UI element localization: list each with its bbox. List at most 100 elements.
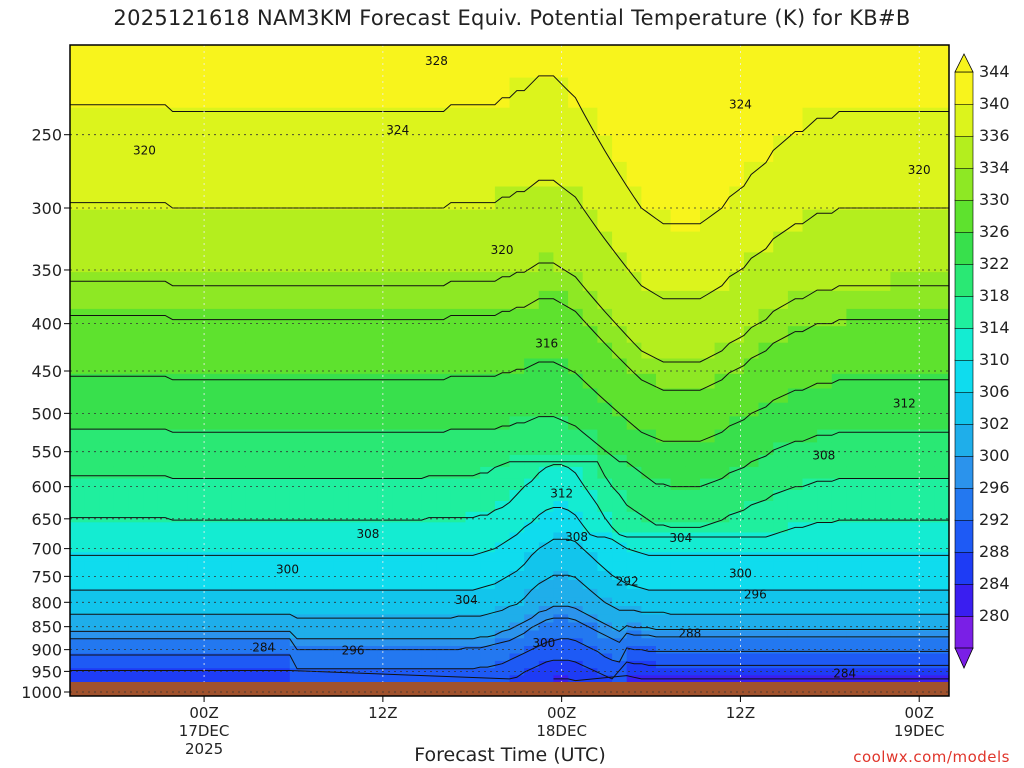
field-cell bbox=[582, 552, 598, 563]
field-cell bbox=[743, 186, 760, 211]
field-cell bbox=[348, 388, 364, 404]
field-cell bbox=[685, 501, 701, 513]
field-cell bbox=[787, 532, 804, 544]
field-cell bbox=[861, 272, 877, 292]
field-cell bbox=[304, 209, 320, 233]
field-cell bbox=[70, 606, 86, 615]
field-cell bbox=[700, 442, 716, 456]
field-cell bbox=[626, 373, 642, 390]
field-cell bbox=[802, 597, 818, 607]
field-cell bbox=[421, 588, 437, 599]
field-cell bbox=[450, 622, 467, 632]
field-cell bbox=[231, 588, 247, 599]
field-cell bbox=[128, 580, 144, 590]
field-cell bbox=[363, 630, 379, 639]
y-tick-label: 300 bbox=[31, 199, 62, 218]
field-cell bbox=[450, 542, 467, 553]
field-cell bbox=[582, 542, 598, 553]
field-cell bbox=[245, 588, 262, 599]
field-cell bbox=[421, 522, 437, 534]
field-cell bbox=[509, 668, 525, 676]
field-cell bbox=[729, 646, 745, 655]
field-cell bbox=[626, 638, 642, 647]
field-cell bbox=[670, 442, 686, 456]
field-cell bbox=[421, 209, 437, 233]
field-cell bbox=[187, 454, 203, 468]
field-cell bbox=[524, 135, 540, 163]
field-cell bbox=[685, 490, 701, 502]
field-cell bbox=[216, 326, 232, 344]
field-cell bbox=[128, 135, 144, 163]
field-cell bbox=[143, 358, 159, 375]
field-cell bbox=[700, 511, 716, 523]
field-cell bbox=[685, 209, 701, 233]
field-cell bbox=[421, 342, 437, 360]
field-cell bbox=[333, 45, 349, 79]
field-cell bbox=[275, 416, 291, 431]
field-cell bbox=[817, 342, 833, 360]
field-cell bbox=[436, 326, 452, 344]
field-cell bbox=[157, 478, 174, 491]
field-cell bbox=[802, 209, 818, 233]
field-cell bbox=[260, 606, 276, 615]
field-cell bbox=[802, 606, 818, 615]
field-cell bbox=[568, 490, 584, 502]
field-cell bbox=[172, 161, 188, 188]
field-cell bbox=[714, 653, 730, 662]
field-cell bbox=[656, 580, 672, 590]
field-cell bbox=[538, 614, 555, 624]
field-cell bbox=[392, 660, 408, 669]
field-cell bbox=[319, 622, 335, 632]
contour-line-288 bbox=[553, 675, 949, 682]
field-cell bbox=[231, 542, 247, 553]
field-cell bbox=[714, 442, 730, 456]
field-cell bbox=[787, 442, 804, 456]
field-cell bbox=[319, 552, 335, 563]
field-cell bbox=[289, 45, 305, 79]
field-cell bbox=[700, 490, 716, 502]
field-cell bbox=[846, 552, 862, 563]
field-cell bbox=[113, 358, 130, 375]
field-cell bbox=[450, 501, 467, 513]
field-cell bbox=[84, 622, 100, 632]
field-cell bbox=[568, 326, 584, 344]
field-cell bbox=[143, 454, 159, 468]
field-cell bbox=[846, 388, 862, 404]
field-cell bbox=[436, 77, 452, 109]
field-cell bbox=[245, 402, 262, 417]
field-cell bbox=[201, 358, 218, 375]
field-cell bbox=[113, 107, 130, 137]
field-cell bbox=[319, 454, 335, 468]
field-cell bbox=[831, 308, 847, 327]
field-cell bbox=[890, 588, 906, 599]
field-cell bbox=[260, 454, 276, 468]
field-cell bbox=[421, 373, 437, 390]
field-cell bbox=[817, 209, 833, 233]
field-cell bbox=[582, 561, 598, 572]
field-cell bbox=[524, 552, 540, 563]
field-cell bbox=[729, 429, 745, 443]
field-cell bbox=[875, 501, 891, 513]
field-cell bbox=[773, 135, 789, 163]
field-cell bbox=[817, 252, 833, 273]
field-cell bbox=[905, 638, 921, 647]
field-cell bbox=[641, 416, 657, 431]
credit-text[interactable]: coolwx.com/models bbox=[853, 748, 1010, 766]
field-cell bbox=[670, 77, 686, 109]
field-cell bbox=[656, 522, 672, 534]
field-cell bbox=[714, 490, 730, 502]
field-cell bbox=[538, 454, 555, 468]
field-cell bbox=[553, 388, 569, 404]
field-cell bbox=[509, 442, 525, 456]
field-cell bbox=[509, 542, 525, 553]
field-cell bbox=[450, 646, 467, 655]
field-cell bbox=[231, 135, 247, 163]
field-cell bbox=[187, 660, 203, 669]
field-cell bbox=[363, 45, 379, 79]
field-cell bbox=[934, 416, 949, 431]
field-cell bbox=[509, 272, 525, 292]
field-cell bbox=[582, 490, 598, 502]
field-cell bbox=[128, 588, 144, 599]
field-cell bbox=[260, 135, 276, 163]
field-cell bbox=[128, 209, 144, 233]
